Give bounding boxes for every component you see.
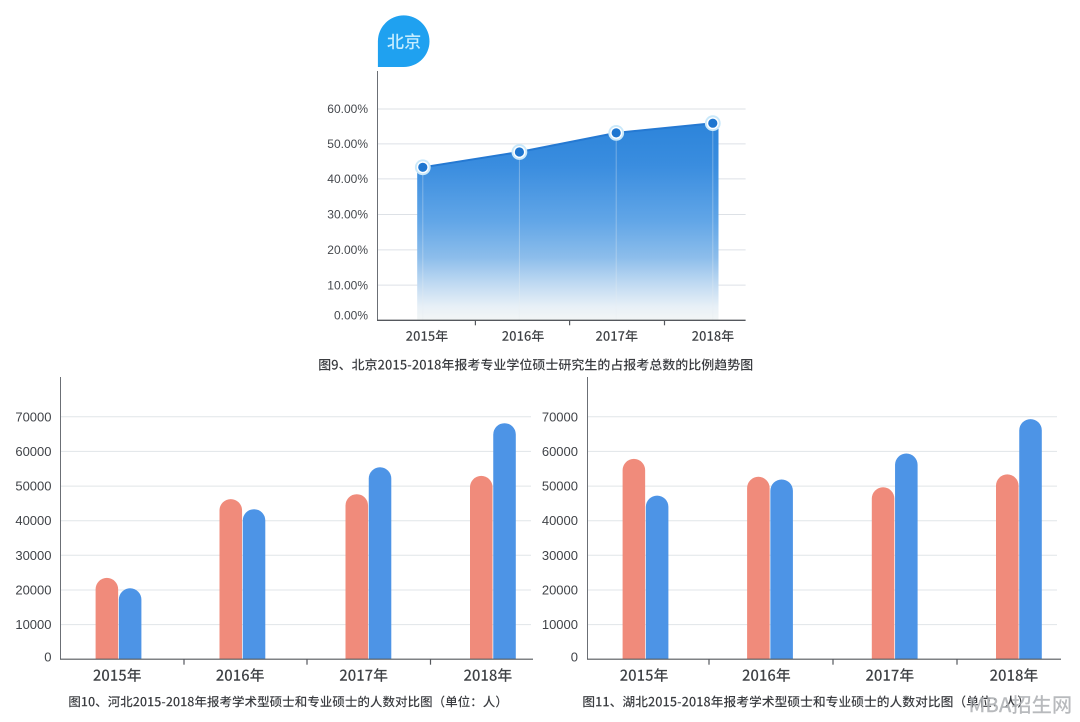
svg-text:70000: 70000 [15,409,51,424]
svg-text:30000: 30000 [15,548,51,563]
svg-text:60000: 60000 [542,444,578,459]
svg-text:10000: 10000 [15,617,51,632]
svg-text:40000: 40000 [15,513,51,528]
svg-text:60.00%: 60.00% [327,102,368,116]
svg-text:20.00%: 20.00% [327,243,368,257]
svg-text:0: 0 [571,649,578,664]
svg-text:70000: 70000 [542,409,578,424]
svg-text:60000: 60000 [15,444,51,459]
svg-text:0: 0 [44,649,51,664]
svg-text:40.00%: 40.00% [327,172,368,186]
svg-text:0.00%: 0.00% [334,309,368,323]
svg-text:10000: 10000 [542,617,578,632]
svg-text:20000: 20000 [542,583,578,598]
svg-text:30000: 30000 [542,548,578,563]
svg-text:50000: 50000 [542,479,578,494]
svg-text:40000: 40000 [542,513,578,528]
svg-text:50000: 50000 [15,479,51,494]
svg-text:10.00%: 10.00% [327,278,368,292]
svg-text:20000: 20000 [15,583,51,598]
svg-text:30.00%: 30.00% [327,208,368,222]
svg-text:50.00%: 50.00% [327,137,368,151]
